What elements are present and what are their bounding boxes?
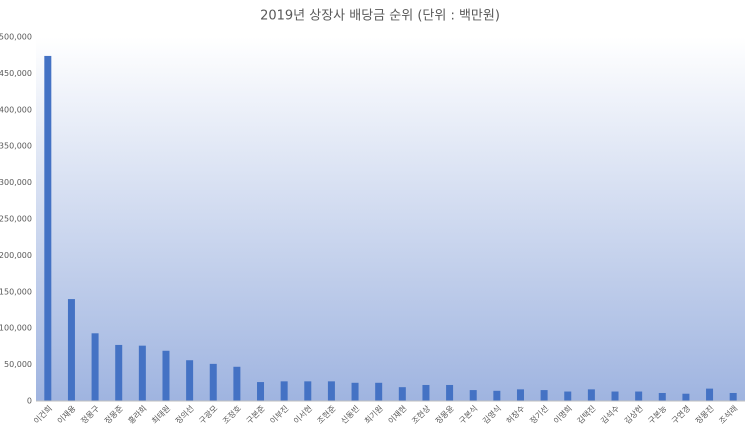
y-tick-label: 500,000 (0, 33, 32, 42)
bar (67, 299, 75, 401)
bar (658, 392, 666, 401)
x-tick-label: 구본능 (646, 404, 668, 426)
x-tick-label: 김영식 (480, 403, 503, 426)
x-tick-label: 김상헌 (622, 403, 645, 426)
bar (280, 381, 288, 401)
bar (540, 390, 548, 401)
y-tick-label: 350,000 (0, 142, 32, 151)
x-tick-label: 이서현 (291, 403, 314, 426)
y-tick-label: 250,000 (0, 215, 32, 224)
bar (729, 392, 737, 401)
bar (375, 382, 383, 401)
x-tick-label: 조현준 (316, 404, 338, 426)
plot-area (36, 37, 745, 401)
x-tick-label: 구광모 (197, 403, 220, 426)
bar (469, 390, 477, 401)
x-tick-label: 최기원 (362, 403, 385, 426)
bar (587, 389, 595, 401)
x-tick-label: 구본준 (245, 404, 267, 426)
y-tick-label: 300,000 (0, 178, 32, 187)
x-tick-label: 조현상 (409, 403, 432, 426)
x-tick-label: 이건희 (31, 403, 54, 426)
bar (611, 391, 619, 401)
y-tick-label: 150,000 (0, 287, 32, 296)
x-tick-label: 김석수 (599, 403, 622, 426)
x-tick-label: 이재현 (386, 403, 409, 426)
x-tick-label: 이재용 (55, 403, 78, 426)
bar (351, 382, 359, 401)
x-tick-label: 이명희 (551, 403, 574, 426)
bar (44, 55, 52, 401)
bar (91, 333, 99, 401)
bar (635, 391, 643, 401)
x-tick-label: 최태원 (149, 403, 172, 426)
y-tick-label: 200,000 (0, 251, 32, 260)
bar (257, 382, 265, 401)
chart-title: 2019년 상장사 배당금 순위 (단위 : 백만원) (260, 9, 500, 24)
bar (138, 345, 146, 401)
x-tick-label: 구본식 (457, 404, 479, 426)
x-tick-label: 정의선 (173, 403, 196, 426)
bar (233, 366, 241, 401)
y-tick-label: 450,000 (0, 69, 32, 78)
x-tick-label: 정몽진 (693, 403, 716, 426)
bar (493, 390, 501, 401)
x-tick-label: 정기선 (528, 403, 551, 426)
x-tick-label: 이부진 (268, 403, 291, 426)
bar (115, 344, 123, 401)
x-tick-label: 구연경 (669, 403, 692, 426)
bar (327, 381, 335, 401)
y-tick-label: 0 (27, 397, 32, 406)
bar (446, 384, 454, 401)
bar (682, 393, 690, 401)
x-tick-label: 김택진 (575, 403, 598, 426)
bar (304, 381, 312, 401)
y-tick-label: 400,000 (0, 105, 32, 114)
bar (564, 391, 572, 401)
bar (398, 387, 406, 401)
x-tick-label: 조정호 (220, 403, 243, 426)
bar (209, 363, 217, 401)
x-tick-label: 정몽윤 (433, 403, 456, 426)
y-tick-label: 50,000 (4, 360, 32, 369)
bar (186, 360, 194, 401)
x-tick-label: 정몽준 (102, 403, 125, 426)
x-tick-label: 허창수 (505, 404, 527, 426)
x-tick-label: 정몽구 (79, 403, 102, 426)
y-tick-label: 100,000 (0, 324, 32, 333)
x-tick-label: 조석래 (717, 403, 740, 426)
x-tick-label: 신동빈 (339, 404, 361, 426)
bar (162, 350, 170, 401)
bar (516, 389, 524, 401)
bar (706, 388, 714, 401)
x-tick-label: 홍라희 (126, 403, 149, 426)
bar (422, 384, 430, 401)
